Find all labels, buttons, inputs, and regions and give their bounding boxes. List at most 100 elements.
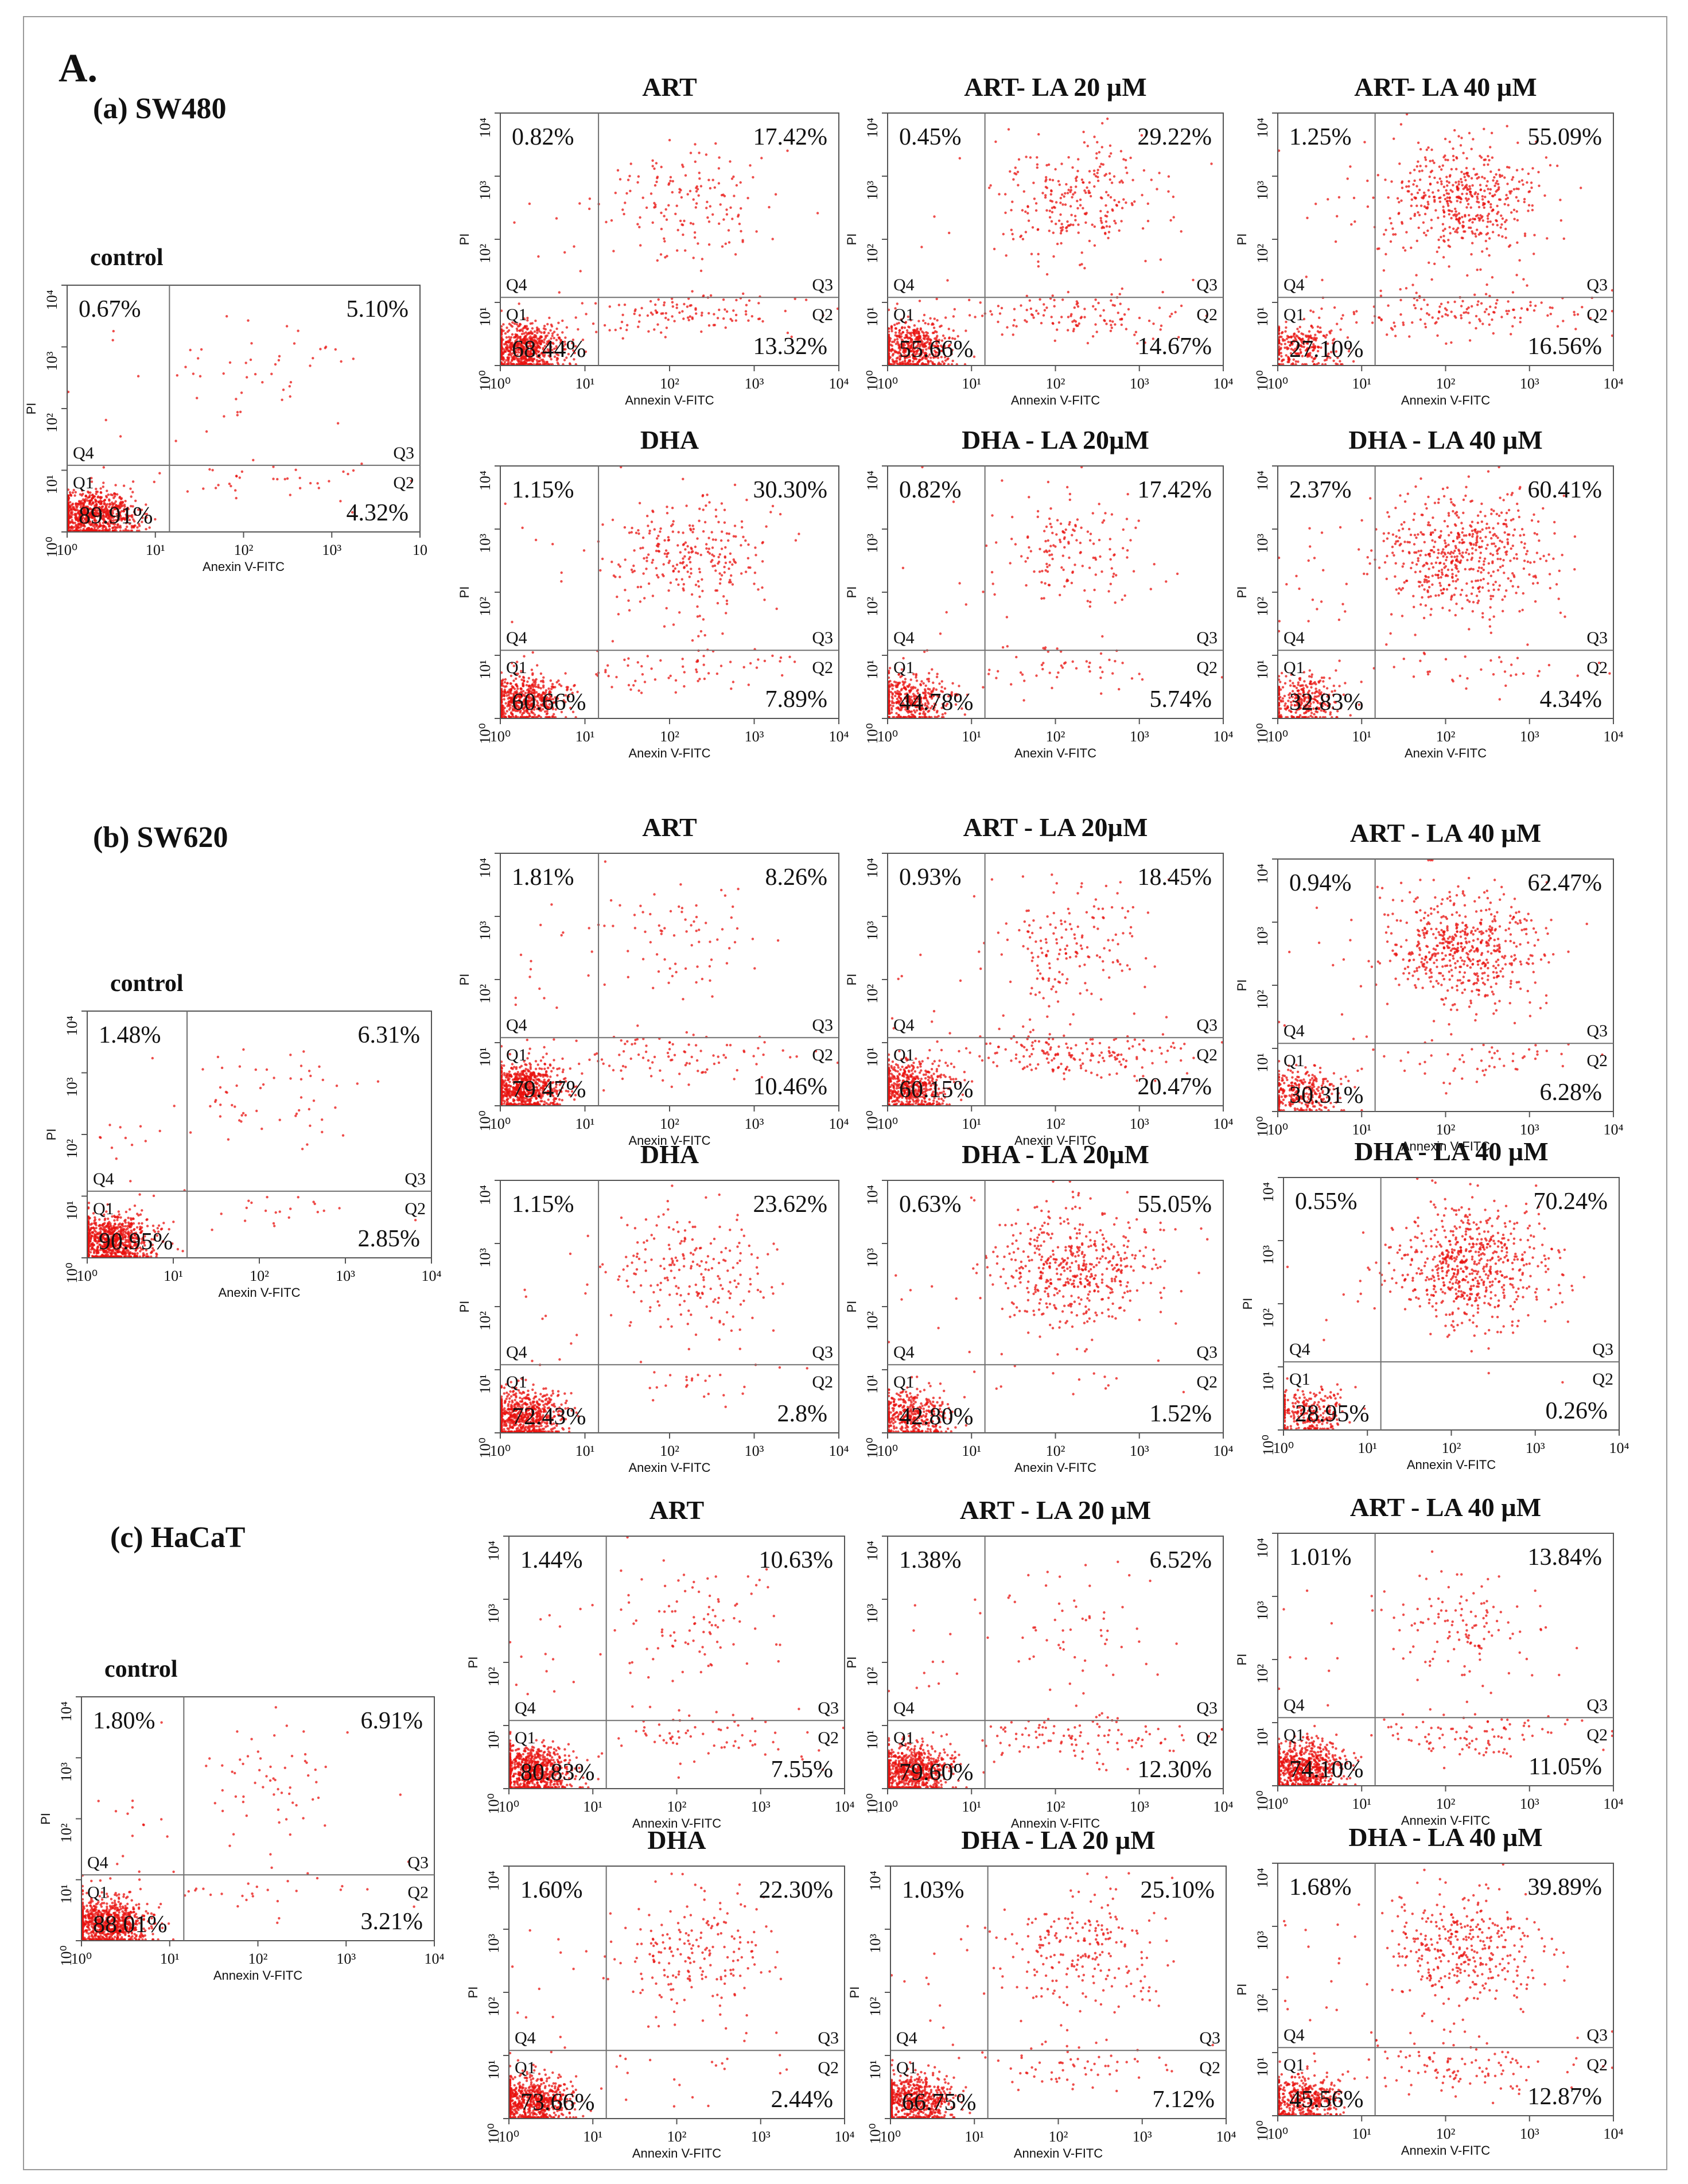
event-dot-q3 [1052, 231, 1055, 234]
event-dot-q1 [522, 683, 524, 686]
event-dot-q2 [627, 657, 630, 660]
event-dot-q3 [228, 361, 232, 364]
event-dot-q3 [1124, 158, 1127, 162]
event-dot-q3 [1405, 231, 1408, 234]
event-dot-q1 [533, 336, 536, 339]
event-dot-q3 [989, 184, 992, 187]
event-dot-q3 [1037, 265, 1040, 268]
event-dot-q2 [1426, 304, 1429, 306]
event-dot-q1 [901, 331, 905, 334]
event-dot-q1 [540, 336, 543, 339]
event-dot-q3 [741, 240, 744, 243]
event-dot-q2 [1485, 308, 1488, 311]
event-dot-q3 [1428, 175, 1431, 178]
event-dot-q1 [896, 322, 899, 325]
event-dot-q1 [903, 354, 905, 357]
event-dot-q1 [908, 332, 911, 335]
event-dot-q1 [79, 524, 83, 527]
event-dot-q2 [1434, 322, 1437, 325]
event-dot-q2 [715, 672, 719, 675]
event-dot-q3 [723, 571, 726, 574]
event-dot-q3 [1442, 185, 1446, 188]
event-dot-q3 [1104, 204, 1107, 207]
event-dot-q1 [125, 513, 127, 516]
event-dot-q1 [509, 361, 512, 364]
event-dot-q3 [1125, 166, 1127, 169]
event-dot-q2 [1205, 314, 1208, 317]
event-dot-q3 [1095, 152, 1098, 155]
event-dot-q1 [924, 357, 927, 360]
event-dot-q3 [1125, 201, 1127, 204]
event-dot-q4 [1314, 203, 1317, 205]
event-dot-q1 [119, 526, 122, 529]
event-dot-q1 [909, 349, 912, 353]
event-dot-q2 [1437, 317, 1440, 320]
event-dot-q1 [518, 357, 520, 360]
event-dot-q1 [951, 682, 954, 685]
event-dot-q3 [1109, 196, 1113, 199]
event-dot-q1 [896, 337, 899, 341]
x-tick-label: 10¹ [575, 375, 595, 392]
event-dot-q1 [114, 508, 117, 511]
event-dot-q2 [594, 302, 597, 305]
event-dot-q2 [665, 327, 668, 329]
event-dot-q1 [503, 698, 505, 701]
quadrant-name-q4: Q4 [506, 628, 527, 647]
event-dot-q2 [1494, 306, 1497, 309]
event-dot-q1 [536, 686, 539, 689]
event-dot-q3 [1059, 232, 1063, 235]
event-dot-q4 [518, 302, 520, 305]
event-dot-q3 [247, 319, 250, 322]
event-dot-q4 [111, 339, 114, 341]
x-axis-label: Annexin V-FITC [625, 393, 714, 407]
event-dot-q3 [1118, 200, 1121, 204]
y-tick-label: 10⁴ [44, 290, 60, 310]
event-dot-q3 [1530, 186, 1533, 189]
event-dot-q1 [1301, 355, 1304, 357]
event-dot-q4 [582, 549, 586, 552]
event-dot-q1 [114, 495, 116, 498]
event-dot-q2 [1110, 299, 1113, 302]
quadrant-name-q1: Q1 [893, 305, 915, 324]
event-dot-q2 [682, 317, 685, 320]
event-dot-q2 [724, 326, 727, 329]
event-dot-q2 [683, 685, 686, 688]
event-dot-q2 [1510, 333, 1512, 336]
event-dot-q1 [539, 343, 542, 345]
event-dot-q2 [935, 297, 938, 301]
event-dot-q3 [1511, 178, 1514, 181]
x-tick-label: 10² [660, 375, 679, 392]
event-dot-q3 [637, 532, 640, 535]
event-dot-q3 [1447, 204, 1450, 207]
event-dot-q3 [650, 520, 654, 523]
plot-title: ART- LA 20 µM [964, 72, 1147, 102]
event-dot-q3 [289, 395, 291, 398]
event-dot-q2 [1312, 310, 1315, 313]
event-dot-q1 [1292, 358, 1295, 361]
event-dot-q1 [514, 335, 517, 339]
event-dot-q3 [1421, 169, 1423, 172]
event-dot-q1 [531, 673, 534, 676]
event-dot-q2 [675, 303, 678, 306]
event-dot-q2 [1468, 339, 1472, 342]
event-dot-q3 [1110, 181, 1114, 184]
event-dot-q3 [1430, 169, 1434, 172]
event-dot-q1 [502, 323, 505, 326]
event-dot-q3 [1498, 186, 1500, 189]
event-dot-q2 [1099, 314, 1102, 317]
event-dot-q3 [1465, 206, 1468, 209]
event-dot-q1 [503, 361, 506, 364]
event-dot-q3 [1037, 133, 1040, 136]
event-dot-q3 [665, 218, 668, 221]
event-dot-q1 [68, 491, 72, 494]
event-dot-q2 [788, 655, 791, 658]
event-dot-q1 [569, 706, 572, 709]
event-dot-q3 [1029, 156, 1032, 159]
event-dot-q2 [822, 314, 824, 317]
event-dot-q1 [559, 339, 562, 341]
event-dot-q1 [526, 317, 529, 320]
event-dot-q3 [1477, 205, 1481, 209]
event-dot-q1 [145, 503, 147, 506]
event-dot-q1 [94, 514, 98, 516]
event-dots [887, 465, 1224, 719]
